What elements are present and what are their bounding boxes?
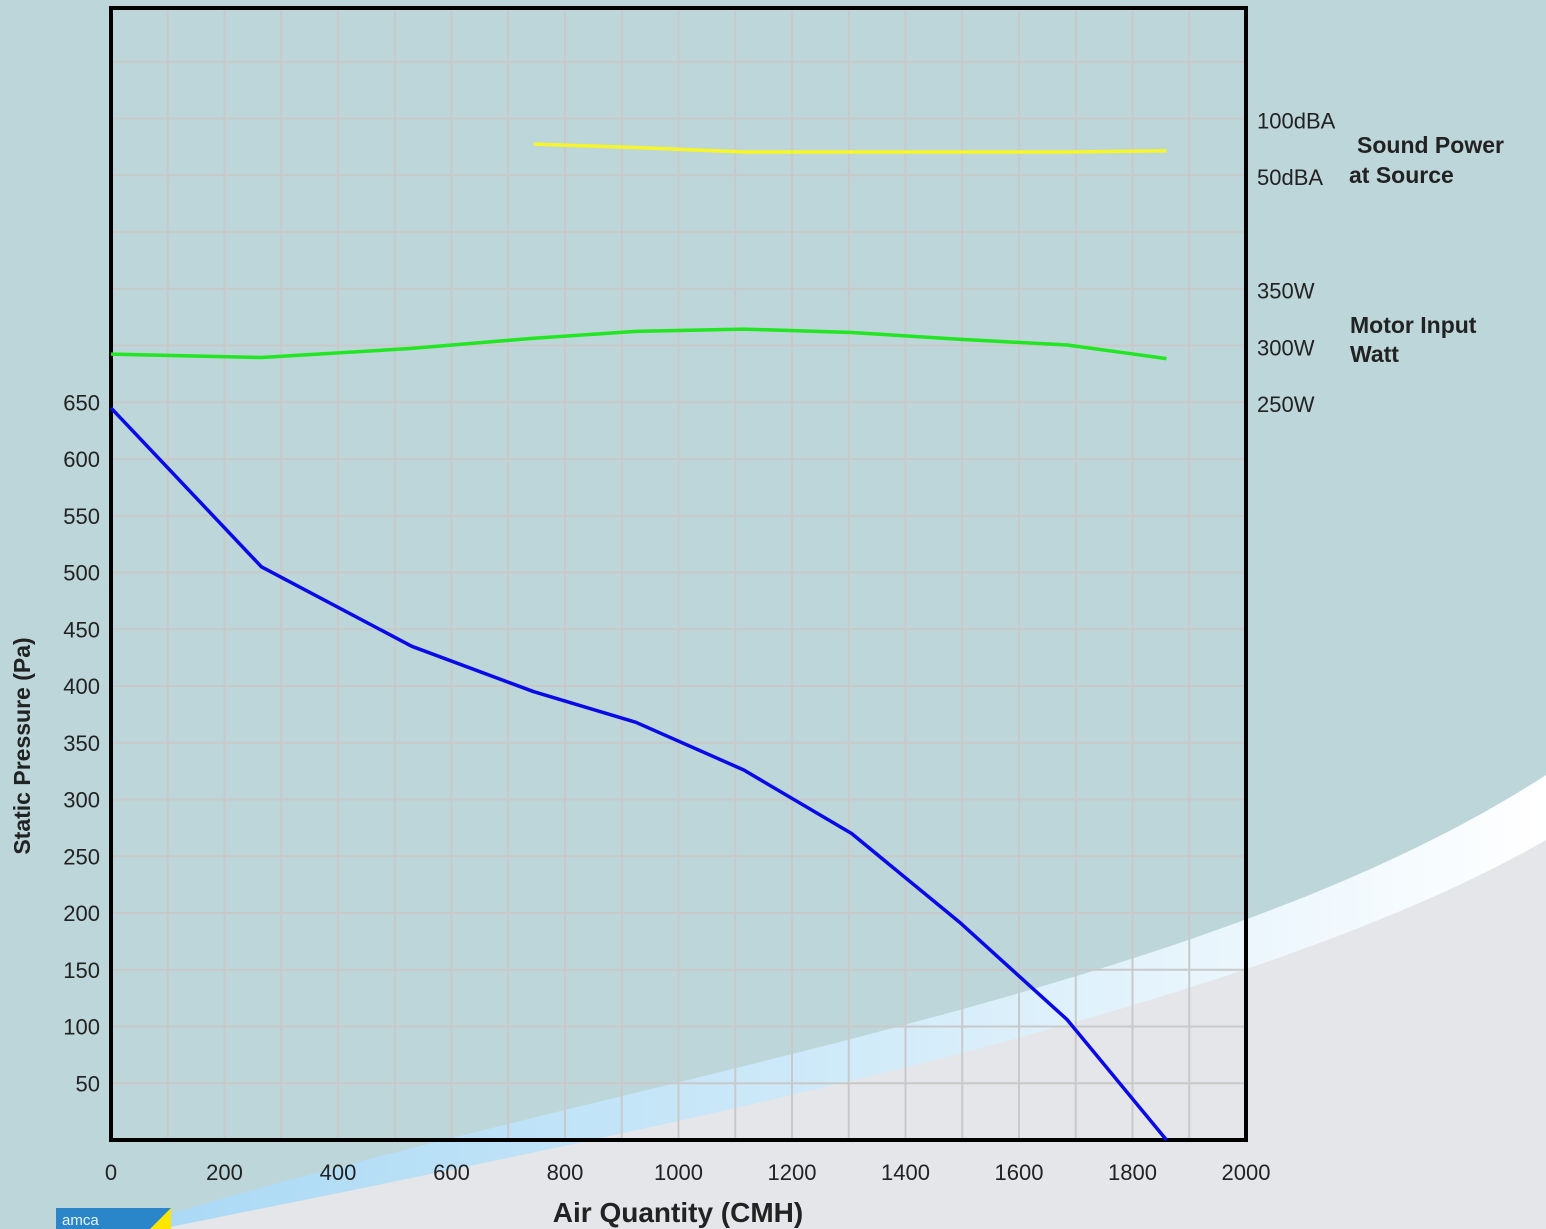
y-tick-label: 600	[63, 447, 100, 472]
y-tick-label: 400	[63, 674, 100, 699]
y-tick-label: 300	[63, 788, 100, 813]
y-axis-title: Static Pressure (Pa)	[9, 637, 35, 854]
right-axis-labels: 250W 300W 350W 50dBA 100dBA Motor Input Watt So…	[1257, 108, 1504, 417]
x-tick-label: 1800	[1108, 1160, 1157, 1185]
sound-curve	[533, 142, 1167, 154]
amca-logo-accent	[150, 1208, 171, 1229]
x-tick-label: 800	[547, 1160, 584, 1185]
power-axis-title: Watt	[1350, 341, 1399, 367]
sound-tick-label: 50dBA	[1257, 165, 1323, 190]
x-tick-label: 1400	[881, 1160, 930, 1185]
x-tick-label: 0	[105, 1160, 117, 1185]
y-tick-label: 650	[63, 390, 100, 415]
y-tick-labels: 50 100 150 200 250 300 350 400 450 500 550 600 650	[63, 390, 100, 1096]
power-tick-label: 300W	[1257, 335, 1315, 360]
plot-frame	[109, 6, 1248, 1142]
power-tick-label: 350W	[1257, 279, 1315, 304]
power-tick-label: 250W	[1257, 392, 1315, 417]
y-tick-label: 50	[76, 1071, 100, 1096]
x-tick-label: 2000	[1222, 1160, 1271, 1185]
x-tick-label: 1600	[995, 1160, 1044, 1185]
x-tick-label: 200	[206, 1160, 243, 1185]
amca-logo-badge	[56, 1208, 171, 1229]
power-axis-title: Motor Input	[1350, 312, 1477, 338]
y-tick-label: 550	[63, 504, 100, 529]
x-axis-title: Air Quantity (CMH)	[553, 1197, 803, 1228]
x-tick-label: 1000	[654, 1160, 703, 1185]
y-tick-label: 500	[63, 561, 100, 586]
x-tick-label: 600	[433, 1160, 470, 1185]
x-tick-labels: 0 200 400 600 800 1000 1200 1400 1600 1800 2000	[105, 1160, 1271, 1185]
x-tick-label: 1200	[768, 1160, 817, 1185]
y-tick-label: 150	[63, 958, 100, 983]
series-layer	[109, 142, 1168, 1142]
y-tick-label: 350	[63, 731, 100, 756]
sound-axis-title: at Source	[1349, 162, 1454, 188]
background-grey-area	[160, 835, 1546, 1229]
power-curve	[110, 327, 1167, 361]
sound-tick-label: 100dBA	[1257, 108, 1336, 133]
grid-lines	[111, 8, 1246, 1140]
amca-logo: amca	[56, 1208, 171, 1229]
y-tick-label: 250	[63, 844, 100, 869]
sound-axis-title: Sound Power	[1357, 132, 1504, 158]
y-tick-label: 100	[63, 1015, 100, 1040]
pressure-curve	[109, 406, 1168, 1142]
amca-logo-text: amca	[62, 1212, 99, 1229]
y-tick-label: 450	[63, 617, 100, 642]
y-tick-label: 200	[63, 901, 100, 926]
x-tick-label: 400	[320, 1160, 357, 1185]
